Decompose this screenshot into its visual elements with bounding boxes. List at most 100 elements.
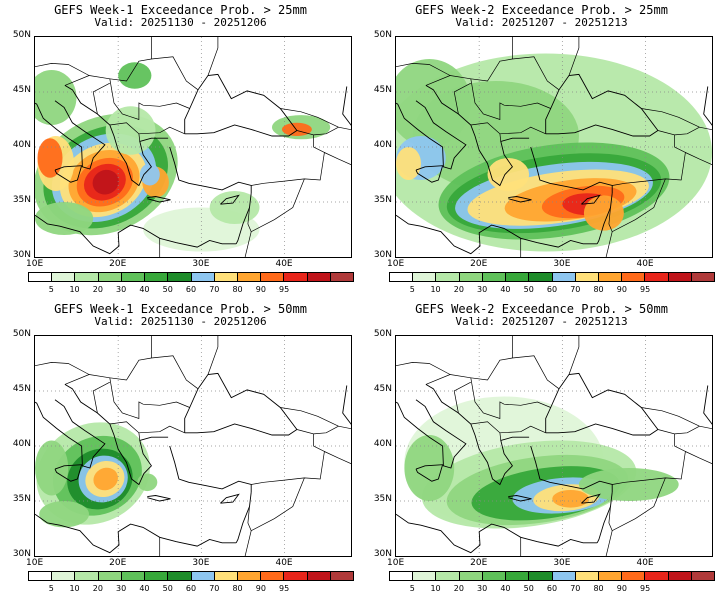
colorbar-label: 30 [477, 285, 488, 294]
country-border [35, 362, 90, 375]
colorbar-swatch [145, 572, 169, 580]
coastline [169, 445, 252, 493]
country-border [605, 231, 613, 257]
country-border [674, 425, 700, 435]
colorbar-swatch [191, 572, 215, 580]
colorbar-swatch [307, 572, 331, 580]
country-border [641, 407, 712, 430]
colorbar-swatch [459, 572, 483, 580]
country-border [608, 477, 666, 532]
colorbar-label: 30 [116, 285, 127, 294]
colorbar-swatch [284, 273, 308, 281]
colorbar-label: 60 [185, 584, 197, 593]
lat-tick-label: 50N [12, 329, 31, 339]
coastline [703, 385, 712, 425]
country-border [207, 37, 219, 76]
colorbar-swatch [413, 572, 437, 580]
colorbar-swatch [668, 572, 692, 580]
country-border [685, 152, 712, 165]
lon-tick-label: 40E [275, 259, 293, 269]
coastline [235, 492, 252, 544]
colorbar-label: 10 [69, 285, 80, 294]
panel-title: GEFS Week-2 Exceedance Prob. > 25mm [415, 3, 668, 17]
colorbar-swatch [168, 572, 192, 580]
country-border [207, 336, 219, 375]
colorbar-label: 50 [162, 584, 173, 593]
colorbar [389, 272, 715, 282]
colorbar-swatch [121, 273, 146, 281]
country-border [674, 126, 700, 136]
probability-contour-6 [552, 490, 589, 508]
colorbar-swatch [390, 273, 414, 281]
country-border [425, 56, 560, 91]
country-border [470, 421, 502, 441]
colorbar-label: 5 [409, 584, 415, 593]
colorbar-label: 80 [232, 584, 243, 593]
panel-title: GEFS Week-2 Exceedance Prob. > 50mm [415, 302, 668, 316]
country-border [612, 130, 686, 186]
colorbar-swatch [668, 273, 692, 281]
probability-contour-2 [396, 59, 471, 147]
colorbar-swatch [529, 572, 553, 580]
lat-tick-label: 50N [12, 30, 31, 40]
country-border [453, 82, 471, 115]
borders [35, 336, 351, 556]
colorbar-swatch [237, 273, 262, 281]
coastline [35, 214, 237, 255]
country-border [109, 122, 141, 142]
colorbar-swatch [506, 572, 530, 580]
colorbar-swatch [307, 273, 331, 281]
colorbar-label: 50 [523, 285, 534, 294]
coastline [530, 146, 613, 194]
colorbar-swatch [413, 273, 437, 281]
lat-tick-label: 50N [373, 329, 392, 339]
valid-period: Valid: 20251130 - 20251206 [94, 315, 267, 328]
coastline [530, 445, 613, 493]
coastlines [396, 372, 712, 554]
lat-tick-label: 30N [373, 549, 392, 559]
colorbar-swatch [52, 572, 76, 580]
coastline [425, 384, 530, 486]
probability-shading [404, 396, 679, 529]
country-border [568, 37, 580, 76]
country-border [608, 178, 666, 233]
colorbar-swatch [691, 572, 715, 580]
probability-map [395, 335, 713, 557]
country-border [470, 78, 551, 120]
coastline [596, 492, 613, 544]
lat-tick-label: 35N [12, 494, 31, 504]
panel-week2-25mm: GEFS Week-2 Exceedance Prob. > 25mm Vali… [361, 0, 722, 299]
coastline [184, 73, 298, 134]
coastline [220, 493, 240, 504]
colorbar-swatch [459, 273, 483, 281]
colorbar [389, 571, 715, 581]
coastline [184, 124, 298, 137]
lat-tick-label: 45N [12, 85, 31, 95]
probability-contour-7 [39, 501, 89, 528]
colorbar-label: 40 [500, 584, 511, 593]
lon-tick-label: 40E [636, 259, 654, 269]
country-border [324, 451, 351, 464]
lon-tick-label: 10E [387, 259, 405, 269]
coastline [415, 165, 444, 183]
colorbar-label: 95 [279, 285, 290, 294]
lon-tick-label: 30E [553, 558, 571, 568]
colorbar-label: 20 [453, 584, 464, 593]
lon-tick-label: 40E [636, 558, 654, 568]
lat-tick-label: 45N [373, 85, 392, 95]
panel-week1-25mm: GEFS Week-1 Exceedance Prob. > 25mm Vali… [0, 0, 361, 299]
coastline [64, 384, 169, 486]
colorbar-label: 90 [616, 285, 627, 294]
lat-tick-label: 40N [12, 140, 31, 150]
colorbar-label: 90 [255, 285, 266, 294]
country-border [35, 63, 90, 76]
panel-title: GEFS Week-1 Exceedance Prob. > 25mm [54, 3, 307, 17]
country-border [605, 530, 613, 556]
colorbar-swatch [622, 572, 646, 580]
panel-title: GEFS Week-1 Exceedance Prob. > 50mm [54, 302, 307, 316]
colorbar-label: 50 [162, 285, 173, 294]
probability-contour-11 [139, 163, 160, 186]
lon-tick-label: 30E [192, 558, 210, 568]
country-border [313, 425, 339, 435]
colorbar-label: 60 [546, 285, 558, 294]
